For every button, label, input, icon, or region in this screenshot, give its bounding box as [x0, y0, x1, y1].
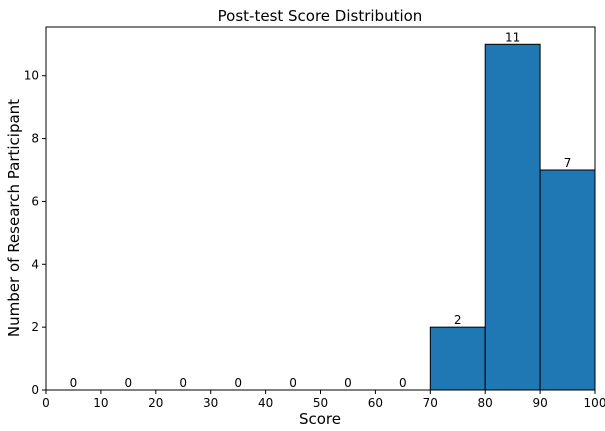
y-axis-ticks: 0 2 4 6 8 10 — [24, 69, 46, 397]
data-label-50-60: 0 — [344, 376, 352, 390]
data-label-90-100: 7 — [564, 156, 572, 170]
x-tick-label: 40 — [258, 396, 273, 410]
data-label-0-10: 0 — [70, 376, 78, 390]
y-tick-label: 2 — [31, 320, 39, 334]
y-tick-label: 10 — [24, 69, 39, 83]
x-tick-label: 70 — [423, 396, 438, 410]
x-tick-label: 90 — [532, 396, 547, 410]
bar-80-90 — [484, 43, 541, 391]
chart-title: Post-test Score Distribution — [218, 7, 423, 25]
x-axis-ticks: 0 10 20 30 40 50 60 70 80 90 100 — [42, 390, 605, 410]
y-tick-label: 8 — [31, 132, 39, 146]
data-label-60-70: 0 — [399, 376, 407, 390]
bars-layer — [429, 43, 596, 391]
data-label-80-90: 11 — [505, 30, 520, 44]
y-tick-label: 6 — [31, 194, 39, 208]
x-tick-label: 20 — [148, 396, 163, 410]
data-label-30-40: 0 — [234, 376, 242, 390]
x-tick-label: 100 — [584, 396, 605, 410]
data-label-10-20: 0 — [125, 376, 133, 390]
bar-90-100 — [539, 169, 596, 391]
x-tick-label: 80 — [478, 396, 493, 410]
x-tick-label: 60 — [368, 396, 383, 410]
x-tick-label: 30 — [203, 396, 218, 410]
bar-70-80 — [429, 326, 486, 391]
data-label-70-80: 2 — [454, 313, 462, 327]
plot-frame — [45, 26, 596, 391]
y-tick-label: 0 — [31, 383, 39, 397]
data-labels-layer: 0 0 0 0 0 0 0 2 11 7 — [70, 30, 572, 390]
y-axis-label: Number of Research Participant — [5, 99, 23, 337]
data-label-40-50: 0 — [289, 376, 297, 390]
x-tick-label: 0 — [42, 396, 50, 410]
y-tick-label: 4 — [31, 257, 39, 271]
x-tick-label: 50 — [313, 396, 328, 410]
x-tick-label: 10 — [93, 396, 108, 410]
data-label-20-30: 0 — [179, 376, 187, 390]
x-axis-label: Score — [299, 410, 341, 427]
